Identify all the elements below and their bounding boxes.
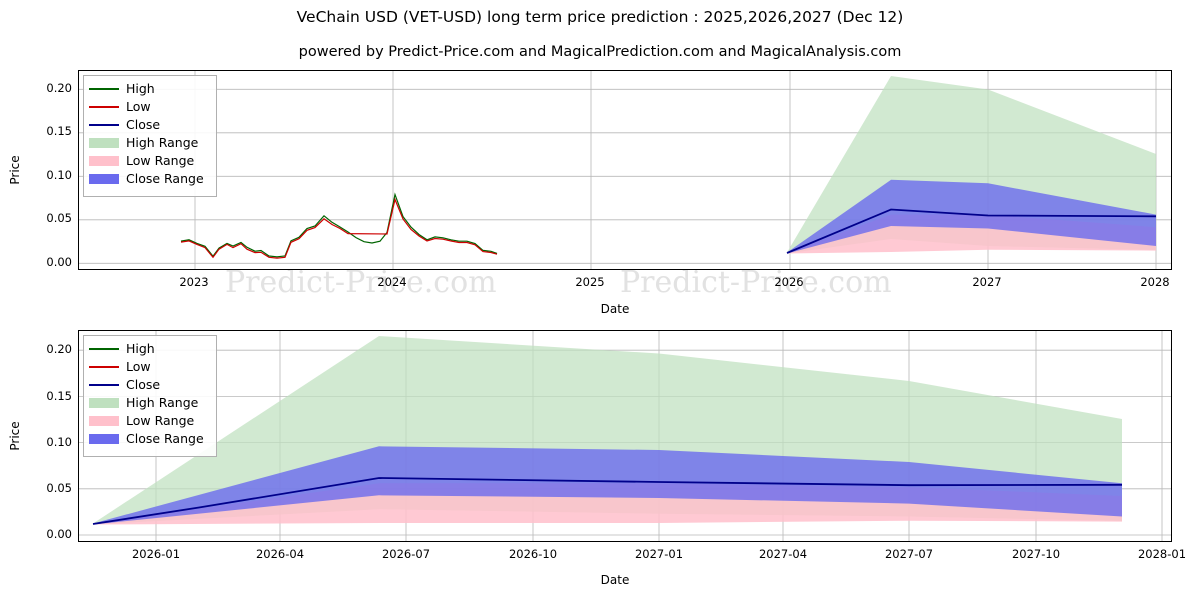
legend-label: High Range [126, 395, 199, 410]
legend-item-close-range[interactable]: Close Range [89, 430, 210, 448]
top-high-line [180, 192, 498, 258]
high-range-swatch [89, 397, 119, 409]
bottom-ytick-3: 0.15 [46, 389, 72, 403]
top-xtick-0: 2023 [179, 275, 209, 289]
bottom-ytick-2: 0.10 [46, 435, 72, 449]
watermark-bottom-left: Predict-Price.com [225, 265, 497, 300]
legend-label: High [126, 81, 155, 96]
legend-label: Close Range [126, 431, 204, 446]
top-ytick-4: 0.20 [46, 81, 72, 95]
page-subtitle: powered by Predict-Price.com and Magical… [298, 44, 902, 60]
top-plot-svg [79, 71, 1171, 269]
top-xaxis-label: Date [600, 302, 630, 316]
bottom-xtick-7: 2027-10 [1011, 547, 1061, 561]
low-range-swatch [89, 415, 119, 427]
legend-label: High [126, 341, 155, 356]
bottom-xtick-6: 2027-07 [884, 547, 934, 561]
top-ytick-0: 0.00 [46, 255, 72, 269]
legend-label: Close [126, 377, 161, 392]
high-line-swatch [89, 343, 119, 355]
bottom-xtick-2: 2026-07 [381, 547, 431, 561]
top-plot-area [78, 70, 1172, 270]
watermark-bottom-right: Predict-Price.com [620, 265, 892, 300]
top-ytick-2: 0.10 [46, 168, 72, 182]
bottom-xtick-3: 2026-10 [508, 547, 558, 561]
legend-label: Close Range [126, 171, 204, 186]
bottom-plot-area [78, 330, 1172, 542]
page-title: VeChain USD (VET-USD) long term price pr… [296, 8, 904, 26]
legend-item-close[interactable]: Close [89, 116, 210, 134]
high-line-swatch [89, 83, 119, 95]
bottom-xtick-4: 2027-01 [634, 547, 684, 561]
legend-item-high[interactable]: High [89, 340, 210, 358]
low-line-swatch [89, 101, 119, 113]
legend-label: Close [126, 117, 161, 132]
legend-item-close[interactable]: Close [89, 376, 210, 394]
top-xtick-3: 2026 [774, 275, 804, 289]
low-line-swatch [89, 361, 119, 373]
top-yaxis-label: Price [8, 155, 22, 185]
bottom-legend: High Low Close High Range Low Range Clos… [83, 335, 217, 457]
legend-item-high[interactable]: High [89, 80, 210, 98]
high-range-swatch [89, 137, 119, 149]
legend-item-low-range[interactable]: Low Range [89, 412, 210, 430]
top-xtick-2: 2025 [575, 275, 605, 289]
legend-item-low[interactable]: Low [89, 98, 210, 116]
bottom-xtick-1: 2026-04 [255, 547, 305, 561]
top-chart-panel: Predict-Price.com Predict-Price.com Pred… [8, 70, 1172, 316]
legend-label: Low [126, 359, 151, 374]
legend-item-high-range[interactable]: High Range [89, 134, 210, 152]
close-range-swatch [89, 173, 119, 185]
bottom-ytick-0: 0.00 [46, 527, 72, 541]
close-line-swatch [89, 119, 119, 131]
top-legend: High Low Close High Range Low Range Clos… [83, 75, 217, 197]
legend-item-close-range[interactable]: Close Range [89, 170, 210, 188]
bottom-xtick-5: 2027-04 [758, 547, 808, 561]
low-range-swatch [89, 155, 119, 167]
bottom-xaxis-label: Date [600, 573, 630, 587]
top-xtick-5: 2028 [1140, 275, 1170, 289]
bottom-close-range-band [93, 446, 1122, 525]
bottom-xtick-0: 2026-01 [131, 547, 181, 561]
legend-label: Low [126, 99, 151, 114]
top-xtick-4: 2027 [972, 275, 1002, 289]
legend-label: Low Range [126, 153, 195, 168]
bottom-ytick-1: 0.05 [46, 481, 72, 495]
bottom-chart-panel: Predict-Price.com Predict-Price.com [0, 310, 1200, 600]
top-ytick-1: 0.05 [46, 211, 72, 225]
close-range-swatch [89, 433, 119, 445]
bottom-close-line [92, 477, 1123, 525]
close-line-swatch [89, 379, 119, 391]
legend-item-low-range[interactable]: Low Range [89, 152, 210, 170]
legend-item-low[interactable]: Low [89, 358, 210, 376]
bottom-yaxis-label: Price [8, 421, 22, 451]
bottom-xtick-8: 2028-01 [1137, 547, 1187, 561]
bottom-plot-svg [79, 331, 1171, 541]
top-xtick-1: 2024 [377, 275, 407, 289]
top-low-line [180, 197, 498, 259]
top-ytick-3: 0.15 [46, 124, 72, 138]
top-close-range-band [787, 179, 1156, 254]
top-close-line [786, 208, 1157, 254]
legend-item-high-range[interactable]: High Range [89, 394, 210, 412]
bottom-ytick-4: 0.20 [46, 342, 72, 356]
legend-label: Low Range [126, 413, 195, 428]
legend-label: High Range [126, 135, 199, 150]
